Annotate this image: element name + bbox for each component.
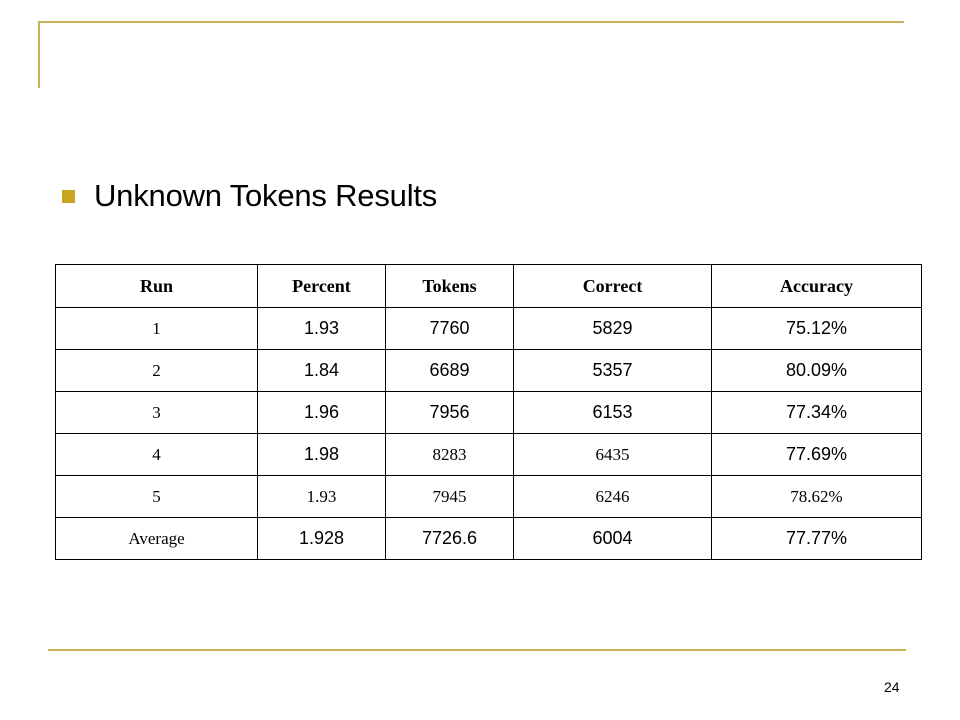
left-divider-line xyxy=(38,21,40,88)
table-row: 1 1.93 7760 5829 75.12% xyxy=(55,307,922,350)
cell-run: 4 xyxy=(55,433,258,476)
table-row: 4 1.98 8283 6435 77.69% xyxy=(55,433,922,476)
cell-correct: 6004 xyxy=(513,517,712,560)
cell-accuracy: 75.12% xyxy=(711,307,922,350)
cell-correct: 6435 xyxy=(513,433,712,476)
cell-tokens: 8283 xyxy=(385,433,514,476)
cell-percent: 1.93 xyxy=(257,307,386,350)
cell-tokens: 7726.6 xyxy=(385,517,514,560)
cell-run: 5 xyxy=(55,475,258,518)
table-header-row: Run Percent Tokens Correct Accuracy xyxy=(55,264,922,308)
cell-tokens: 7760 xyxy=(385,307,514,350)
cell-correct: 5829 xyxy=(513,307,712,350)
column-header-tokens: Tokens xyxy=(385,264,514,308)
cell-correct: 6246 xyxy=(513,475,712,518)
cell-percent: 1.93 xyxy=(257,475,386,518)
column-header-correct: Correct xyxy=(513,264,712,308)
cell-tokens: 7945 xyxy=(385,475,514,518)
cell-run: 2 xyxy=(55,349,258,392)
cell-tokens: 7956 xyxy=(385,391,514,434)
square-bullet-icon xyxy=(62,189,75,203)
cell-run: 1 xyxy=(55,307,258,350)
cell-run: 3 xyxy=(55,391,258,434)
column-header-accuracy: Accuracy xyxy=(711,264,922,308)
cell-tokens: 6689 xyxy=(385,349,514,392)
results-table: Run Percent Tokens Correct Accuracy 1 1.… xyxy=(55,264,922,560)
cell-correct: 5357 xyxy=(513,349,712,392)
cell-percent: 1.928 xyxy=(257,517,386,560)
table-row-average: Average 1.928 7726.6 6004 77.77% xyxy=(55,517,922,560)
cell-percent: 1.84 xyxy=(257,349,386,392)
cell-percent: 1.96 xyxy=(257,391,386,434)
cell-percent: 1.98 xyxy=(257,433,386,476)
cell-run: Average xyxy=(55,517,258,560)
slide-title: Unknown Tokens Results xyxy=(94,178,438,213)
bottom-divider-line xyxy=(48,649,906,651)
title-bullet-line: Unknown Tokens Results xyxy=(62,176,437,216)
table-row: 3 1.96 7956 6153 77.34% xyxy=(55,391,922,434)
cell-accuracy: 77.69% xyxy=(711,433,922,476)
cell-accuracy: 77.77% xyxy=(711,517,922,560)
cell-accuracy: 80.09% xyxy=(711,349,922,392)
column-header-percent: Percent xyxy=(257,264,386,308)
cell-accuracy: 78.62% xyxy=(711,475,922,518)
table-row: 5 1.93 7945 6246 78.62% xyxy=(55,475,922,518)
table-row: 2 1.84 6689 5357 80.09% xyxy=(55,349,922,392)
cell-accuracy: 77.34% xyxy=(711,391,922,434)
cell-correct: 6153 xyxy=(513,391,712,434)
page-number: 24 xyxy=(884,679,900,695)
top-divider-line xyxy=(38,21,904,23)
column-header-run: Run xyxy=(55,264,258,308)
